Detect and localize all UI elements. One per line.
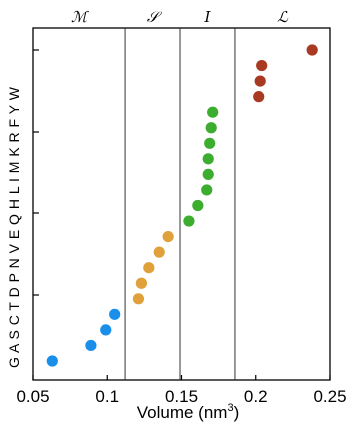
data-point bbox=[306, 44, 318, 56]
x-axis-label-close: ) bbox=[234, 403, 240, 422]
x-tick-label: 0.25 bbox=[313, 387, 346, 406]
data-point bbox=[183, 215, 195, 227]
axis-ticks: 0.05 0.1 0.15 0.2 0.25 bbox=[16, 49, 347, 406]
data-point bbox=[162, 231, 174, 243]
data-point bbox=[143, 262, 155, 274]
data-point bbox=[207, 106, 219, 118]
plot-frame bbox=[32, 27, 331, 381]
data-point bbox=[192, 199, 204, 212]
data-point bbox=[204, 137, 216, 149]
data-point bbox=[135, 277, 148, 289]
data-point bbox=[132, 293, 145, 305]
x-axis-label-main: Volume (nm bbox=[137, 403, 228, 422]
x-tick-label: 0.1 bbox=[95, 387, 119, 406]
data-point bbox=[46, 355, 58, 367]
data-point bbox=[202, 168, 214, 180]
x-axis-label-superscript: 3 bbox=[227, 402, 233, 414]
y-axis-amino-acid-labels: G A S C T D P N V E Q H L I M K R F Y W bbox=[6, 86, 22, 368]
group-label: ℳ bbox=[71, 8, 89, 26]
data-point bbox=[153, 246, 165, 258]
data-point bbox=[100, 324, 112, 336]
x-tick-label: 0.05 bbox=[16, 387, 49, 406]
data-point bbox=[109, 308, 121, 320]
data-point bbox=[256, 59, 268, 72]
group-label: 𝒮 bbox=[147, 8, 163, 26]
data-point bbox=[254, 75, 266, 87]
data-point bbox=[201, 184, 213, 196]
data-point bbox=[202, 153, 214, 165]
data-point bbox=[205, 122, 217, 134]
data-point bbox=[85, 339, 97, 352]
data-point bbox=[253, 91, 265, 103]
data-points bbox=[46, 44, 318, 367]
x-tick-label: 0.15 bbox=[165, 387, 198, 406]
x-tick-label: 0.2 bbox=[244, 387, 268, 406]
group-label: ℒ bbox=[277, 8, 289, 26]
x-axis-label: Volume (nm3) bbox=[137, 402, 240, 422]
group-label: 𝐼 bbox=[204, 8, 212, 26]
